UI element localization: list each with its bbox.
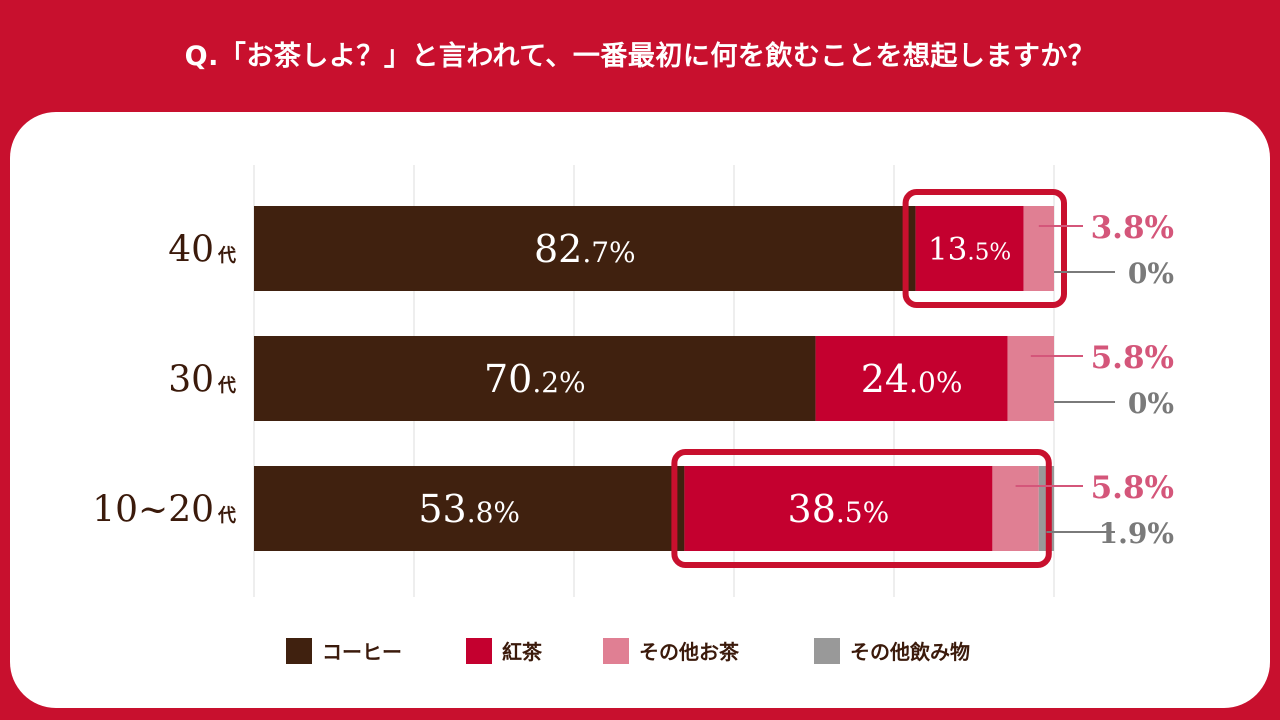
bar-black-tea	[684, 466, 993, 551]
bar-black-tea	[815, 336, 1008, 421]
data-label-black-tea: 13.5%	[928, 232, 1011, 268]
data-label-other-drink: 0%	[1128, 387, 1174, 420]
category-label: 40 代	[168, 230, 236, 271]
data-label-other-tea: 3.8%	[1091, 210, 1174, 246]
highlight-frame	[671, 449, 1052, 568]
data-label-other-tea: 5.8%	[1091, 340, 1174, 376]
chart-legend: コーヒー 紅茶 その他お茶 その他飲み物	[0, 632, 1280, 672]
bar-other-tea	[1007, 336, 1054, 421]
data-label-coffee: 70.2%	[484, 357, 586, 401]
legend-label-black-tea: 紅茶	[502, 640, 542, 664]
legend-label-other-tea: その他お茶	[639, 640, 739, 664]
data-label-black-tea: 38.5%	[788, 487, 890, 531]
legend-swatch-other-drink	[814, 637, 840, 664]
bar-coffee	[254, 336, 816, 421]
highlight-frame	[902, 189, 1067, 308]
legend-label-coffee: コーヒー	[322, 640, 402, 664]
bar-black-tea	[915, 206, 1024, 291]
data-label-other-drink: 1.9%	[1099, 517, 1174, 550]
question-title: Q.「お茶しよ？」と言われて、一番最初に何を飲むことを想起しますか？	[184, 40, 1096, 72]
data-label-coffee: 82.7%	[534, 227, 636, 271]
data-label-other-drink: 0%	[1128, 257, 1174, 290]
category-label: 10~20 代	[92, 490, 236, 531]
legend-label-other-drink: その他飲み物	[850, 640, 970, 664]
data-label-other-tea: 5.8%	[1091, 470, 1174, 506]
legend-swatch-black-tea	[466, 637, 492, 664]
bar-other-tea	[992, 466, 1039, 551]
category-label: 30 代	[168, 360, 236, 401]
legend-swatch-other-tea	[603, 637, 629, 664]
bar-other-tea	[1023, 206, 1054, 291]
bar-coffee	[254, 466, 685, 551]
data-label-coffee: 53.8%	[418, 487, 520, 531]
legend-item-other-drink: その他飲み物	[814, 636, 970, 665]
legend-item-black-tea: 紅茶	[466, 636, 542, 665]
legend-item-other-tea: その他お茶	[603, 636, 739, 665]
legend-item-coffee: コーヒー	[286, 636, 402, 665]
data-label-black-tea: 24.0%	[861, 357, 963, 401]
bar-coffee	[254, 206, 916, 291]
legend-swatch-coffee	[286, 637, 312, 664]
